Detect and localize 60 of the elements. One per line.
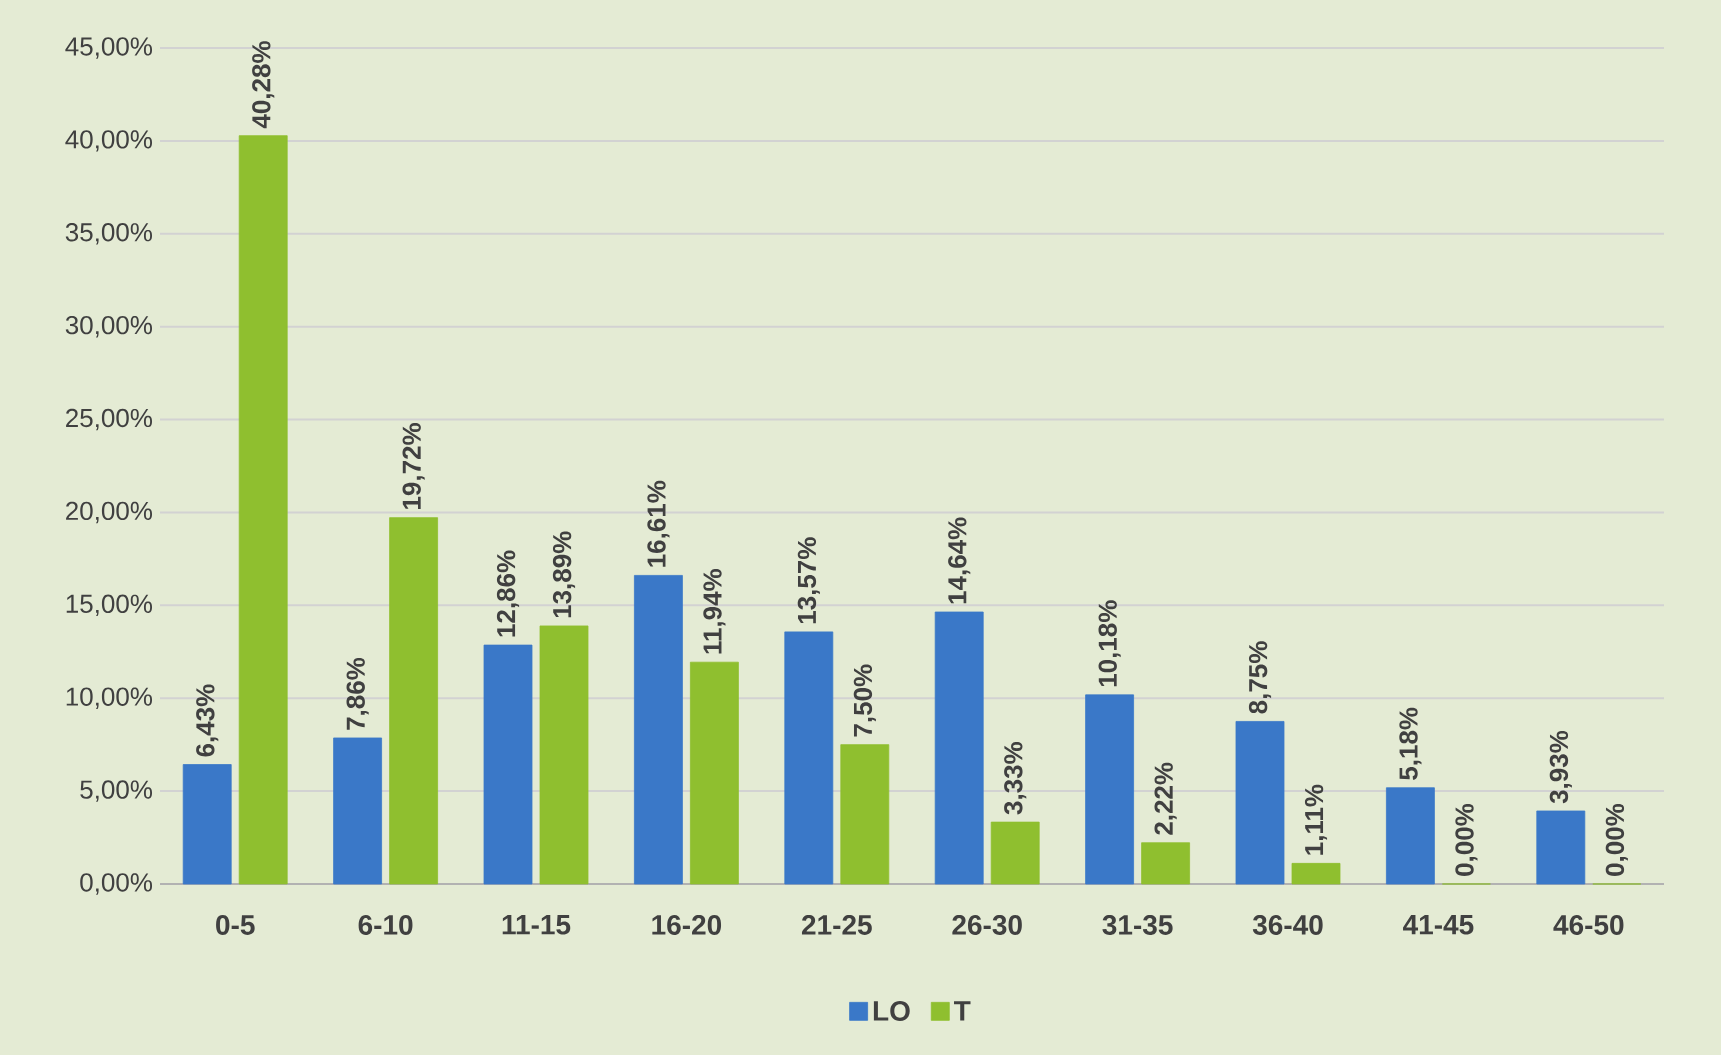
bar [784,631,834,885]
y-tick-label: 30,00% [65,315,153,338]
data-label: 0,00% [1605,803,1628,876]
x-tick-label: 41-45 [1403,915,1474,935]
bar [1386,787,1435,885]
bar [333,737,383,885]
x-tick-label: 11-15 [502,915,571,935]
bar [182,764,232,885]
bar [1291,862,1341,885]
data-label: 16,61% [647,480,670,567]
data-label: 0,00% [1455,803,1478,876]
bar [539,625,589,885]
y-tick-label: 0,00% [80,873,153,895]
x-tick-label: 26-30 [952,915,1022,935]
data-label: 1,11% [1304,784,1328,855]
data-label: 6,43% [196,684,219,757]
data-label: 2,22% [1154,762,1177,835]
y-tick-label: 5,00% [80,780,153,802]
legend-label: LO [873,1001,910,1021]
x-tick-label: 16-20 [652,915,722,935]
data-label: 14,64% [948,517,971,604]
data-label: 7,86% [346,657,369,730]
data-label: 3,93% [1549,730,1572,804]
data-label: 3,33% [1004,742,1027,815]
bar [483,644,533,885]
data-label: 19,72% [402,423,425,509]
y-tick-label: 15,00% [66,594,153,617]
x-tick-label: 46-50 [1553,915,1624,935]
x-tick-label: 21-25 [801,915,872,935]
bar [1141,842,1190,885]
bar [238,135,288,885]
bar [990,821,1040,885]
bar [840,744,890,885]
x-tick-label: 6-10 [358,915,413,935]
data-label: 40,28% [252,41,275,129]
legend-label: T [954,1001,971,1021]
x-tick-label: 36-40 [1252,915,1323,935]
bar [690,661,739,885]
bar [389,517,439,885]
data-label: 11,94% [703,569,726,654]
bar [934,611,984,885]
data-label: 12,86% [496,550,520,637]
y-tick-label: 45,00% [65,37,153,59]
y-tick-label: 25,00% [66,408,153,431]
data-label: 5,18% [1399,707,1422,780]
x-tick-label: 31-35 [1102,915,1173,935]
x-tick-label: 0-5 [216,915,255,935]
data-label: 7,50% [853,664,876,737]
data-label: 10,18% [1098,600,1121,687]
y-tick-label: 10,00% [66,687,153,709]
y-tick-label: 20,00% [66,501,153,524]
data-label: 13,57% [797,537,820,624]
data-label: 8,75% [1248,641,1272,714]
bar [1536,810,1586,885]
bar [634,575,683,885]
bar [1085,694,1134,885]
data-label: 13,89% [552,531,576,618]
bar [1235,721,1285,885]
y-tick-label: 35,00% [65,223,153,245]
y-tick-label: 40,00% [65,130,153,152]
